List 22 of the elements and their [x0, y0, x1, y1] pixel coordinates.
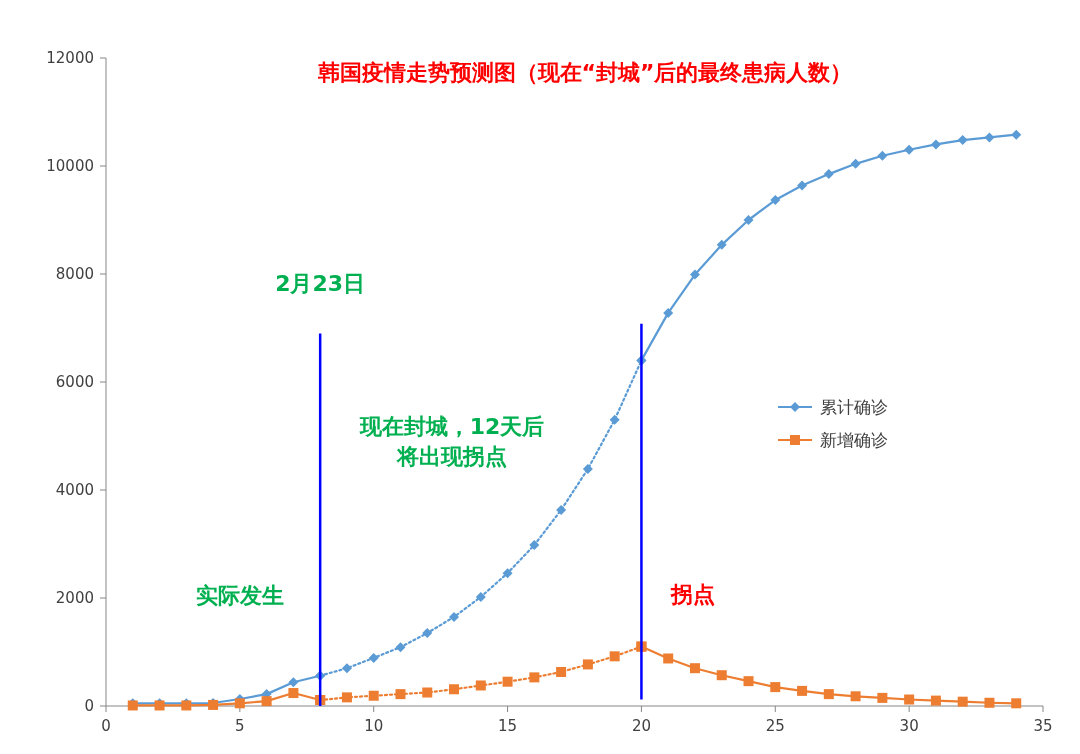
- legend-label: 新增确诊: [820, 430, 888, 450]
- y-tick-label: 4000: [55, 481, 94, 499]
- y-tick-label: 12000: [46, 49, 94, 67]
- annotation: 现在封城，12天后将出现拐点: [359, 414, 545, 469]
- y-tick-label: 0: [84, 697, 94, 715]
- x-tick-label: 20: [631, 717, 651, 735]
- x-tick-label: 10: [364, 717, 384, 735]
- y-tick-label: 6000: [55, 373, 94, 391]
- legend-label: 累计确诊: [820, 397, 888, 417]
- ref-line-label: 拐点: [670, 582, 716, 608]
- ref-line-label: 2月23日: [275, 271, 366, 297]
- y-tick-label: 8000: [55, 265, 94, 283]
- x-tick-label: 35: [1033, 717, 1053, 735]
- ref-line: 拐点: [640, 323, 716, 700]
- x-tick-label: 0: [101, 717, 111, 735]
- chart-title: 韩国疫情走势预测图（现在“封城”后的最终患病人数）: [316, 60, 853, 85]
- x-tick-label: 30: [899, 717, 919, 735]
- x-tick-label: 5: [235, 717, 245, 735]
- y-tick-label: 10000: [46, 157, 94, 175]
- y-tick-label: 2000: [55, 589, 94, 607]
- x-tick-label: 25: [765, 717, 785, 735]
- x-tick-label: 15: [498, 717, 518, 735]
